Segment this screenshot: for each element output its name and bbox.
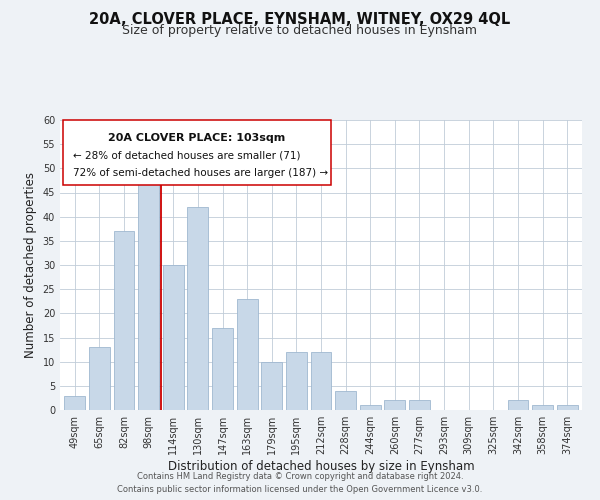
Text: 20A, CLOVER PLACE, EYNSHAM, WITNEY, OX29 4QL: 20A, CLOVER PLACE, EYNSHAM, WITNEY, OX29…: [89, 12, 511, 28]
Bar: [64, 396, 85, 410]
Text: 20A CLOVER PLACE: 103sqm: 20A CLOVER PLACE: 103sqm: [109, 133, 286, 143]
Text: Contains HM Land Registry data © Crown copyright and database right 2024.: Contains HM Land Registry data © Crown c…: [137, 472, 463, 481]
Bar: [163, 265, 184, 410]
Text: Contains public sector information licensed under the Open Government Licence v3: Contains public sector information licen…: [118, 484, 482, 494]
X-axis label: Distribution of detached houses by size in Eynsham: Distribution of detached houses by size …: [167, 460, 475, 473]
Bar: [557, 405, 578, 410]
Bar: [89, 347, 110, 410]
Y-axis label: Number of detached properties: Number of detached properties: [24, 172, 37, 358]
Bar: [261, 362, 282, 410]
Bar: [138, 178, 159, 410]
Bar: [236, 299, 257, 410]
FancyBboxPatch shape: [62, 120, 331, 185]
Bar: [360, 405, 381, 410]
Bar: [532, 405, 553, 410]
Bar: [508, 400, 529, 410]
Bar: [385, 400, 406, 410]
Text: ← 28% of detached houses are smaller (71): ← 28% of detached houses are smaller (71…: [73, 150, 301, 160]
Bar: [113, 231, 134, 410]
Bar: [335, 390, 356, 410]
Bar: [409, 400, 430, 410]
Bar: [187, 207, 208, 410]
Text: Size of property relative to detached houses in Eynsham: Size of property relative to detached ho…: [122, 24, 478, 37]
Bar: [311, 352, 331, 410]
Bar: [212, 328, 233, 410]
Bar: [286, 352, 307, 410]
Text: 72% of semi-detached houses are larger (187) →: 72% of semi-detached houses are larger (…: [73, 168, 328, 178]
